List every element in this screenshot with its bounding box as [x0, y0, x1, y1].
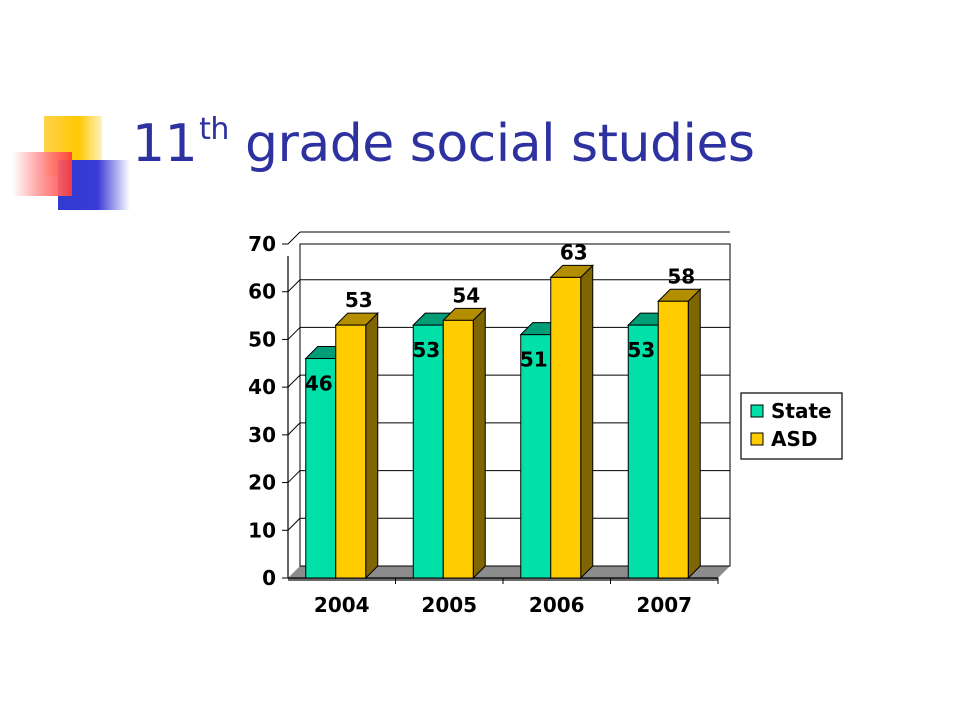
legend-swatch-state: [750, 404, 764, 418]
gridline-side-40: [287, 374, 301, 388]
legend-label-state: State: [771, 399, 832, 423]
y-tick-label: 60: [248, 280, 276, 304]
plot-area-frame: [299, 243, 731, 567]
data-label-state-2006: 51: [520, 348, 548, 372]
bar-state-2004: [305, 358, 337, 579]
y-tick-label: 70: [248, 232, 276, 256]
data-label-state-2004: 46: [305, 372, 333, 396]
data-label-asd-2007: 58: [667, 264, 695, 288]
y-tick-label: 10: [248, 518, 276, 542]
y-tick-label: 20: [248, 471, 276, 495]
title-number: 11: [132, 114, 198, 174]
bar-side-asd-2007: [687, 288, 701, 580]
bar-asd-2007: [657, 300, 689, 579]
x-tick-label: 2006: [529, 593, 585, 617]
chart-floor: [288, 566, 730, 578]
y-tick-label: 50: [248, 327, 276, 351]
bar-state-2006: [520, 334, 552, 579]
x-tick-label: 2004: [314, 593, 370, 617]
x-tick-label: 2005: [421, 593, 477, 617]
legend-swatch-asd: [750, 432, 764, 446]
bar-state-2005: [412, 324, 444, 579]
gridline-side-70: [287, 231, 301, 245]
data-label-state-2007: 53: [627, 338, 655, 362]
bar-side-asd-2006: [580, 264, 594, 580]
bar-side-asd-2004: [365, 311, 379, 580]
bar-state-2007: [627, 324, 659, 579]
decorative-red-square: [12, 152, 72, 196]
gridline-side-10: [287, 517, 301, 531]
legend-box: [740, 392, 843, 460]
bar-side-asd-2005: [472, 307, 486, 580]
y-tick-label: 30: [248, 423, 276, 447]
title-superscript: th: [199, 112, 229, 147]
y-tick-label: 0: [262, 566, 276, 590]
gridline-side-20: [287, 470, 301, 483]
data-label-state-2005: 53: [412, 338, 440, 362]
title-text: grade social studies: [228, 114, 755, 174]
data-label-asd-2004: 53: [345, 288, 373, 312]
data-label-asd-2006: 63: [560, 240, 588, 264]
gridline-side-50: [287, 327, 301, 340]
slide-title: 11th grade social studies: [132, 112, 755, 174]
y-tick-label: 40: [248, 375, 276, 399]
bar-asd-2004: [335, 324, 367, 579]
gridline-side-60: [287, 279, 301, 293]
bar-asd-2005: [442, 319, 474, 579]
x-tick-label: 2007: [636, 593, 692, 617]
data-label-asd-2005: 54: [452, 283, 480, 307]
gridline-side-30: [287, 422, 301, 436]
bar-asd-2006: [550, 276, 582, 579]
legend-label-asd: ASD: [771, 427, 817, 451]
